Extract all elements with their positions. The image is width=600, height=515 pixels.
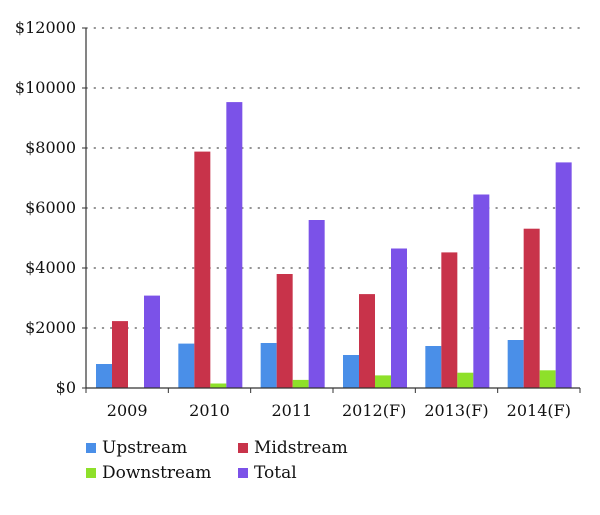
x-tick-label: 2009	[107, 401, 148, 420]
x-tick-label: 2012(F)	[342, 401, 406, 420]
x-tick-label: 2010	[189, 401, 230, 420]
x-tick-labels: 2009 2010 2011 2012(F) 2013(F) 2014(F)	[85, 388, 581, 420]
gridlines	[85, 27, 581, 329]
bar-total-2013f	[473, 194, 490, 388]
bar-midstream-2012f	[359, 294, 375, 388]
x-tick-label: 2011	[271, 401, 312, 420]
legend-label-total: Total	[254, 463, 297, 483]
bars	[96, 102, 572, 388]
legend-label-midstream: Midstream	[254, 438, 348, 458]
bar-downstream-2014f	[539, 370, 556, 388]
bar-upstream-2012f	[343, 355, 359, 388]
x-tick-label: 2014(F)	[507, 401, 571, 420]
y-tick-label: $0	[56, 378, 76, 397]
bar-downstream-2012f	[375, 375, 391, 388]
y-tick-label: $6000	[25, 198, 76, 217]
legend-label-upstream: Upstream	[102, 438, 187, 458]
legend-swatch-downstream	[86, 468, 96, 478]
legend-swatch-midstream	[238, 443, 248, 453]
legend-swatch-upstream	[86, 443, 96, 453]
bar-downstream-2011	[292, 379, 309, 388]
legend-swatch-total	[238, 468, 248, 478]
y-tick-label: $8000	[25, 138, 76, 157]
legend: Upstream Downstream Midstream Total	[86, 438, 348, 483]
bar-total-2011	[308, 220, 325, 388]
bar-upstream-2013f	[425, 346, 442, 388]
bar-upstream-2010	[178, 343, 195, 388]
bar-total-2012f	[391, 248, 407, 388]
bar-downstream-2013f	[457, 372, 474, 388]
y-tick-label: $2000	[25, 318, 76, 337]
bar-total-2010	[226, 102, 243, 388]
bar-total-2014f	[555, 162, 572, 388]
y-tick-label: $4000	[25, 258, 76, 277]
bar-midstream-2009	[112, 321, 128, 388]
bar-upstream-2014f	[507, 340, 524, 388]
legend-label-downstream: Downstream	[102, 463, 211, 483]
bar-midstream-2011	[276, 274, 293, 388]
bar-upstream-2011	[260, 343, 277, 388]
bar-midstream-2013f	[441, 252, 458, 388]
bar-downstream-2010	[210, 383, 227, 388]
x-tick-label: 2013(F)	[424, 401, 488, 420]
bar-midstream-2014f	[523, 228, 540, 388]
bar-midstream-2010	[194, 151, 211, 388]
bar-total-2009	[144, 295, 160, 388]
bar-upstream-2009	[96, 364, 112, 388]
y-tick-label: $12000	[15, 18, 76, 37]
y-tick-label: $10000	[15, 78, 76, 97]
y-tick-labels: $0 $2000 $4000 $6000 $8000 $10000 $12000	[15, 18, 86, 397]
